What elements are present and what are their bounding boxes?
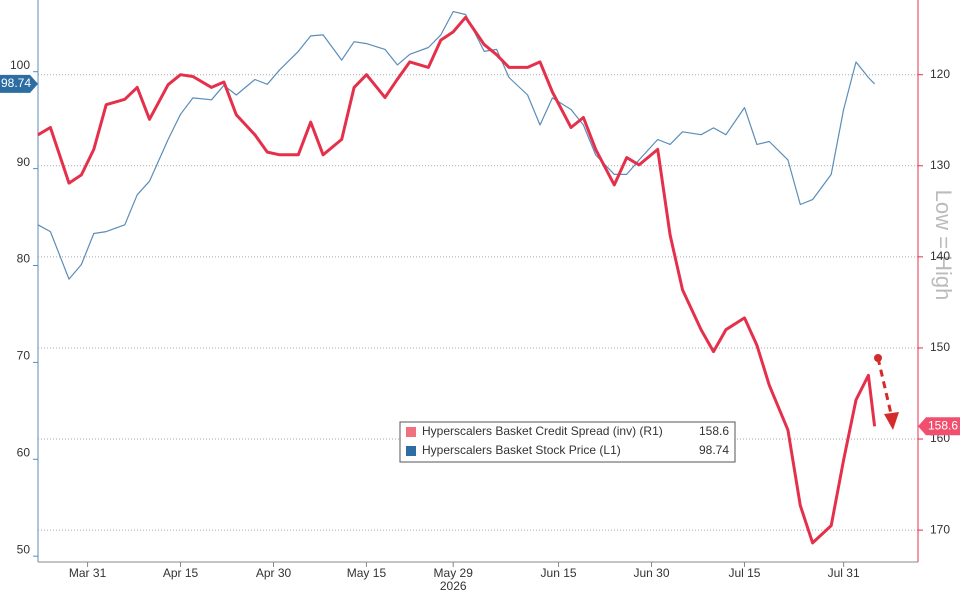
value-tag xyxy=(918,417,960,436)
y-tick-label: 90 xyxy=(17,155,31,169)
y2-tick-label: 130 xyxy=(930,158,950,172)
y-tick-label: 80 xyxy=(17,252,31,266)
side-label: Low = High xyxy=(931,190,956,301)
x-axis-label: 2026 xyxy=(440,579,467,592)
y-tick-label: 100 xyxy=(10,58,30,72)
legend-swatch xyxy=(406,427,416,437)
series-line xyxy=(37,15,877,545)
value-tag xyxy=(0,74,38,93)
arrow-head xyxy=(884,412,899,430)
x-tick-label: Apr 30 xyxy=(256,566,292,580)
x-tick-label: Apr 15 xyxy=(163,566,199,580)
y-tick-label: 50 xyxy=(17,542,31,556)
series-line xyxy=(37,11,876,280)
y2-tick-label: 120 xyxy=(930,67,950,81)
legend-label: Hyperscalers Basket Stock Price (L1) xyxy=(422,443,621,457)
x-tick-label: Mar 31 xyxy=(69,566,107,580)
x-tick-label: Jul 31 xyxy=(828,566,860,580)
y-tick-label: 70 xyxy=(17,349,31,363)
legend-box xyxy=(399,421,736,463)
legend-value: 98.74 xyxy=(699,443,729,457)
x-tick-label: May 15 xyxy=(347,566,387,580)
x-tick-label: May 29 xyxy=(434,566,474,580)
legend-label: Hyperscalers Basket Credit Spread (inv) … xyxy=(422,424,663,438)
legend-swatch xyxy=(406,446,416,456)
y-tick-label: 60 xyxy=(17,445,31,459)
x-tick-label: Jul 15 xyxy=(728,566,760,580)
value-tag-label: 98.74 xyxy=(1,76,31,90)
x-tick-label: Jun 15 xyxy=(541,566,577,580)
y2-tick-label: 170 xyxy=(930,522,950,536)
x-tick-label: Jun 30 xyxy=(634,566,670,580)
value-tag-label: 158.6 xyxy=(928,418,958,432)
y2-tick-label: 140 xyxy=(930,249,950,263)
legend-value: 158.6 xyxy=(699,424,729,438)
y2-tick-label: 150 xyxy=(930,340,950,354)
annotation-arrow xyxy=(876,357,894,419)
annotation-dot xyxy=(874,354,882,362)
